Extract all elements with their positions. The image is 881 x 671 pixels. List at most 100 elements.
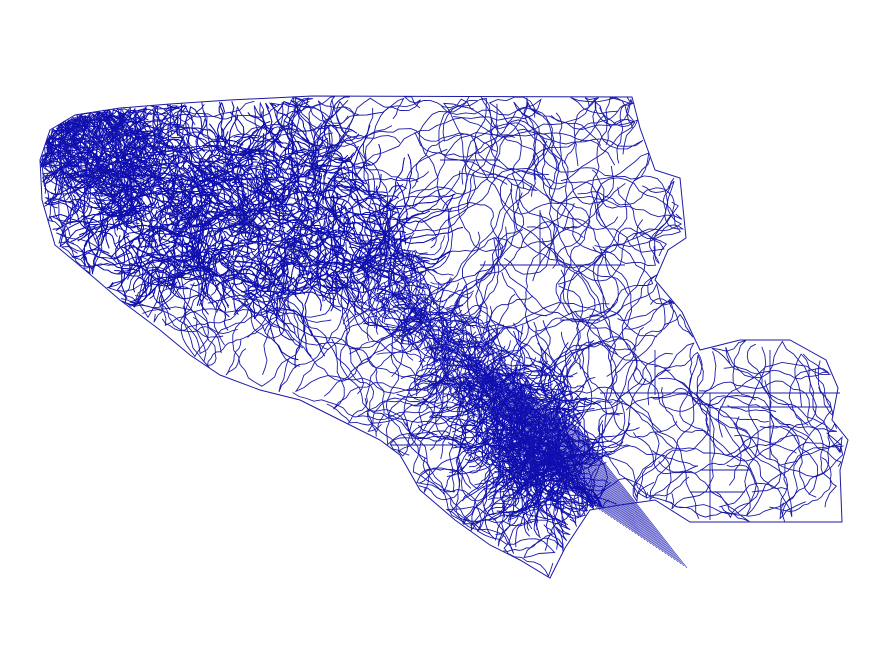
road-segment xyxy=(543,405,655,547)
road-segment xyxy=(531,397,643,539)
road-segment xyxy=(516,387,628,529)
road-segment xyxy=(530,368,569,419)
road-segment xyxy=(484,446,523,470)
road-segment xyxy=(230,269,247,298)
road-segment xyxy=(522,386,539,395)
road-segment xyxy=(94,189,142,217)
road-segment xyxy=(167,127,216,135)
road-segment xyxy=(568,400,613,406)
road-segment xyxy=(521,471,527,495)
road-segment xyxy=(415,299,427,351)
road-segment xyxy=(181,208,219,228)
road-segment xyxy=(209,164,236,191)
road-segment xyxy=(58,123,83,142)
road-segment xyxy=(202,176,236,209)
road-segment xyxy=(719,442,844,518)
road-segment xyxy=(120,165,137,217)
road-segment xyxy=(484,402,499,437)
road-segment xyxy=(130,150,175,161)
road-segment xyxy=(92,108,119,121)
road-segment xyxy=(432,299,458,315)
road-segment xyxy=(106,163,166,183)
road-segment xyxy=(330,176,353,238)
road-segment xyxy=(154,151,183,175)
road-segment xyxy=(165,189,191,220)
road-segment xyxy=(232,297,400,453)
road-segment xyxy=(522,391,634,533)
road-segment xyxy=(449,316,468,352)
road-segment xyxy=(549,409,661,551)
road-segment xyxy=(480,340,511,367)
road-segment xyxy=(313,125,358,156)
road-segment xyxy=(443,353,481,412)
road-segment xyxy=(396,153,412,230)
road-segment xyxy=(422,283,470,299)
road-segment xyxy=(423,334,461,346)
road-segment xyxy=(153,285,209,323)
road-segment xyxy=(403,96,616,166)
road-segment xyxy=(453,314,481,328)
road-segment xyxy=(468,458,519,473)
road-segment xyxy=(350,284,377,310)
road-segment xyxy=(403,202,504,276)
road-segment xyxy=(503,519,554,578)
road-segment xyxy=(111,125,119,146)
road-segment xyxy=(779,422,838,520)
road-segment xyxy=(451,420,474,433)
road-segment xyxy=(387,193,456,208)
road-segment xyxy=(217,187,256,262)
road-segment xyxy=(400,285,430,290)
road-segment xyxy=(594,101,639,155)
road-segment xyxy=(144,140,217,154)
road-segment xyxy=(322,171,367,204)
road-segment xyxy=(438,105,683,220)
road-segment xyxy=(459,349,571,491)
road-segment xyxy=(151,212,203,228)
road-segment xyxy=(368,211,389,217)
road-segment xyxy=(278,170,286,212)
road-segment xyxy=(541,237,630,296)
road-segment xyxy=(661,387,797,458)
road-segment xyxy=(270,128,292,145)
road-segment xyxy=(206,168,266,219)
road-segment xyxy=(280,275,298,286)
road-segment xyxy=(374,292,419,300)
road-segment xyxy=(358,281,376,329)
road-segment xyxy=(560,97,636,182)
road-segment xyxy=(345,215,367,245)
road-segment xyxy=(364,358,385,437)
road-segment xyxy=(560,269,700,519)
road-segment xyxy=(270,248,289,289)
road-segment xyxy=(259,261,336,280)
road-segment xyxy=(408,97,605,195)
road-segment xyxy=(293,215,308,244)
road-segment xyxy=(523,360,549,373)
road-segment xyxy=(431,366,472,388)
road-segment xyxy=(158,242,195,278)
road-segment xyxy=(429,329,462,337)
road-segment xyxy=(574,310,618,400)
road-segment xyxy=(70,168,121,195)
road-segment xyxy=(259,163,284,207)
road-segment xyxy=(254,242,274,288)
road-segment xyxy=(548,112,591,269)
road-segment xyxy=(486,367,598,509)
road-segment xyxy=(555,186,601,316)
road-segment xyxy=(416,366,446,375)
road-segment xyxy=(156,187,216,197)
road-segment xyxy=(333,184,364,212)
road-segment xyxy=(138,177,151,199)
road-segment xyxy=(243,135,281,151)
road-segment xyxy=(521,430,565,482)
road-segment xyxy=(181,264,220,277)
road-segment xyxy=(161,125,191,154)
road-segment xyxy=(169,191,219,217)
road-segment xyxy=(493,237,619,356)
road-segment xyxy=(240,232,295,243)
road-segment xyxy=(504,433,559,483)
road-segment xyxy=(196,123,219,169)
road-segment xyxy=(417,258,444,305)
road-segment xyxy=(519,389,631,531)
road-segment xyxy=(546,407,658,549)
road-segment xyxy=(446,319,475,329)
